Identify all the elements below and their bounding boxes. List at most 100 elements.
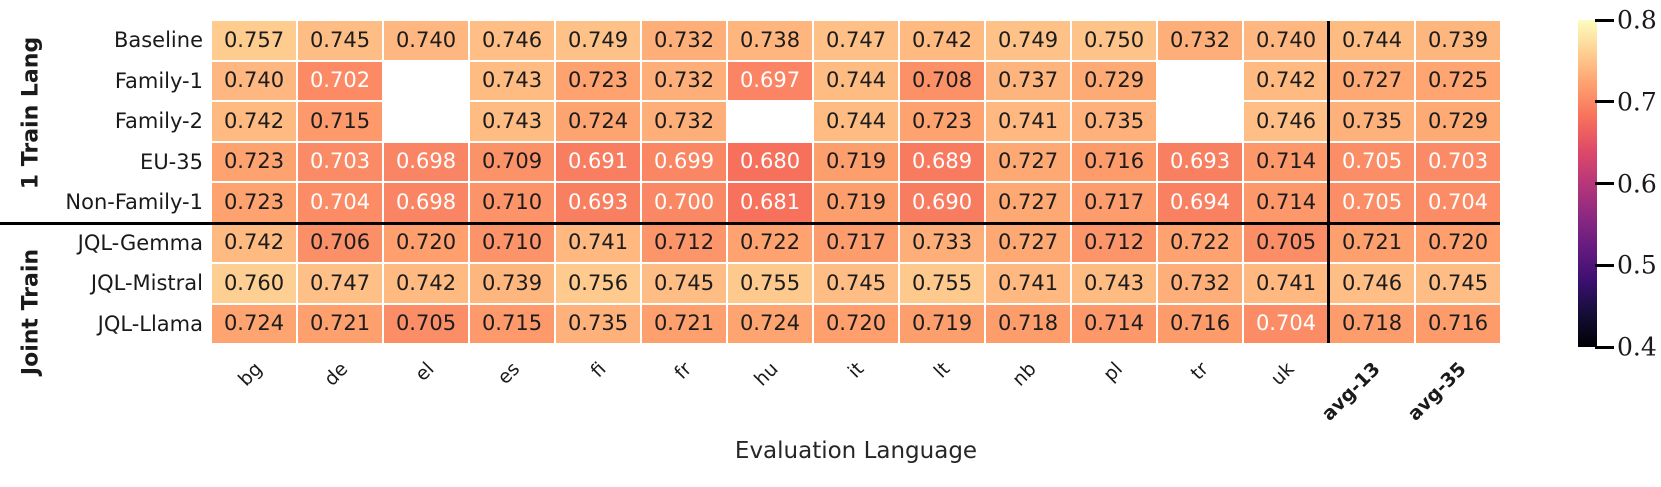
colorbar-tick-label: 0.8 bbox=[1617, 5, 1657, 35]
heatmap-cell: 0.749 bbox=[556, 21, 640, 60]
row-label: EU-35 bbox=[140, 149, 203, 174]
heatmap-cell: 0.747 bbox=[298, 264, 382, 303]
heatmap-cell: 0.703 bbox=[1416, 142, 1500, 181]
heatmap-cell: 0.706 bbox=[298, 223, 382, 262]
heatmap-cell: 0.749 bbox=[986, 21, 1070, 60]
heatmap-cell: 0.722 bbox=[728, 223, 812, 262]
colorbar-tick-label: 0.6 bbox=[1617, 169, 1657, 198]
row-label: JQL-Mistral bbox=[90, 271, 203, 296]
x-tick-label: fr bbox=[670, 358, 697, 384]
x-tick-label: nb bbox=[1007, 358, 1041, 391]
heatmap-cell: 0.740 bbox=[384, 21, 468, 60]
x-tick-label: hu bbox=[749, 358, 783, 391]
heatmap-cell: 0.745 bbox=[814, 264, 898, 303]
heatmap-cell: 0.697 bbox=[728, 61, 812, 100]
x-tick-label: uk bbox=[1266, 358, 1299, 390]
x-tick-label: fi bbox=[586, 358, 611, 383]
heatmap-cell: 0.700 bbox=[642, 183, 726, 222]
avg-divider-line bbox=[1327, 21, 1330, 343]
heatmap-cell: 0.721 bbox=[298, 304, 382, 343]
heatmap-cell: 0.720 bbox=[814, 304, 898, 343]
heatmap-cell: 0.745 bbox=[642, 264, 726, 303]
heatmap-cell: 0.709 bbox=[470, 142, 554, 181]
x-tick-label: es bbox=[493, 358, 525, 389]
heatmap-cell: 0.723 bbox=[556, 61, 640, 100]
heatmap-cell: 0.719 bbox=[900, 304, 984, 343]
heatmap-cell: 0.689 bbox=[900, 142, 984, 181]
heatmap-cell: 0.723 bbox=[212, 183, 296, 222]
heatmap-cell: 0.725 bbox=[1416, 61, 1500, 100]
heatmap-cell: 0.693 bbox=[1158, 142, 1242, 181]
heatmap-cell: 0.698 bbox=[384, 183, 468, 222]
heatmap-cell: 0.724 bbox=[212, 304, 296, 343]
heatmap-cell: 0.716 bbox=[1072, 142, 1156, 181]
heatmap-cell: 0.740 bbox=[1244, 21, 1328, 60]
row-label: JQL-Gemma bbox=[77, 230, 203, 255]
heatmap-cell: 0.742 bbox=[900, 21, 984, 60]
heatmap-cell: 0.742 bbox=[212, 102, 296, 141]
x-tick-label: el bbox=[411, 358, 439, 386]
heatmap-cell: 0.718 bbox=[986, 304, 1070, 343]
heatmap-cell: 0.750 bbox=[1072, 21, 1156, 60]
heatmap-cell: 0.724 bbox=[728, 304, 812, 343]
colorbar bbox=[1578, 20, 1597, 347]
heatmap-cell: 0.742 bbox=[1244, 61, 1328, 100]
row-label: Family-2 bbox=[114, 109, 203, 134]
heatmap-cell: 0.745 bbox=[298, 21, 382, 60]
heatmap-cell: 0.721 bbox=[1330, 223, 1414, 262]
heatmap-cell: 0.719 bbox=[814, 183, 898, 222]
heatmap-cell: 0.746 bbox=[1330, 264, 1414, 303]
row-labels: Baseline Family-1 Family-2 EU-35 Non-Family-… bbox=[0, 21, 203, 343]
heatmap-cell: 0.705 bbox=[384, 304, 468, 343]
row-label: Baseline bbox=[113, 28, 203, 53]
row-label: Family-1 bbox=[114, 68, 203, 93]
heatmap-cell: 0.744 bbox=[814, 102, 898, 141]
heatmap-cell bbox=[384, 102, 468, 141]
row-label: Non-Family-1 bbox=[65, 190, 203, 215]
heatmap-cell bbox=[728, 102, 812, 141]
heatmap-cell: 0.698 bbox=[384, 142, 468, 181]
heatmap-cell: 0.732 bbox=[642, 102, 726, 141]
heatmap-cell: 0.705 bbox=[1330, 142, 1414, 181]
heatmap-cell: 0.733 bbox=[900, 223, 984, 262]
heatmap-cell bbox=[1158, 102, 1242, 141]
x-tick-label: bg bbox=[233, 358, 267, 391]
heatmap-cell: 0.714 bbox=[1072, 304, 1156, 343]
heatmap-cell: 0.760 bbox=[212, 264, 296, 303]
heatmap-cell: 0.681 bbox=[728, 183, 812, 222]
colorbar-tick-mark bbox=[1595, 345, 1614, 349]
colorbar-tick-label: 0.7 bbox=[1617, 87, 1657, 117]
heatmap-cell: 0.715 bbox=[298, 102, 382, 141]
heatmap-cell: 0.716 bbox=[1158, 304, 1242, 343]
x-tick-label: tr bbox=[1186, 358, 1213, 385]
heatmap-cell: 0.699 bbox=[642, 142, 726, 181]
heatmap-cell: 0.702 bbox=[298, 61, 382, 100]
heatmap-cell: 0.757 bbox=[212, 21, 296, 60]
heatmap-cell: 0.741 bbox=[556, 223, 640, 262]
heatmap-cell: 0.741 bbox=[986, 264, 1070, 303]
heatmap-cell: 0.732 bbox=[1158, 264, 1242, 303]
heatmap-cell: 0.705 bbox=[1244, 223, 1328, 262]
heatmap-cell: 0.718 bbox=[1330, 304, 1414, 343]
x-tick-label: avg-35 bbox=[1403, 358, 1471, 426]
heatmap-cell: 0.737 bbox=[986, 61, 1070, 100]
group-divider-line bbox=[0, 222, 1500, 225]
colorbar-tick-mark bbox=[1595, 18, 1614, 22]
heatmap-cell: 0.746 bbox=[1244, 102, 1328, 141]
x-tick-label: it bbox=[843, 358, 869, 383]
heatmap-cell: 0.743 bbox=[1072, 264, 1156, 303]
heatmap-cell: 0.727 bbox=[986, 142, 1070, 181]
heatmap-cell: 0.735 bbox=[1330, 102, 1414, 141]
heatmap-cell: 0.710 bbox=[470, 223, 554, 262]
heatmap-cell: 0.717 bbox=[814, 223, 898, 262]
heatmap-cell: 0.708 bbox=[900, 61, 984, 100]
heatmap-cell: 0.727 bbox=[1330, 61, 1414, 100]
heatmap-cell: 0.739 bbox=[470, 264, 554, 303]
heatmap-cell: 0.746 bbox=[470, 21, 554, 60]
x-axis-title: Evaluation Language bbox=[734, 438, 978, 464]
heatmap-cell bbox=[1158, 61, 1242, 100]
heatmap-cell: 0.747 bbox=[814, 21, 898, 60]
heatmap-cell: 0.742 bbox=[384, 264, 468, 303]
heatmap-cell: 0.729 bbox=[1072, 61, 1156, 100]
